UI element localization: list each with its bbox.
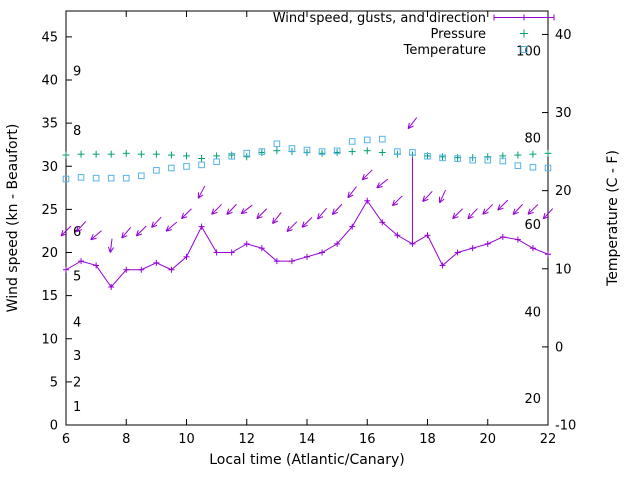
y-left-tick-label: 5	[50, 375, 58, 390]
x-tick-label: 18	[419, 432, 436, 447]
wind-arrow	[136, 225, 147, 237]
wind-arrow	[376, 178, 389, 189]
wind-arrow	[240, 204, 253, 215]
wind-arrow	[422, 190, 433, 202]
wind-arrow	[151, 216, 162, 228]
y-right-tick-label: 20	[555, 184, 572, 199]
y-axis-left-title: Wind speed (kn - Beaufort)	[5, 124, 21, 313]
beaufort-label: 1	[73, 400, 81, 415]
wind-arrow	[527, 204, 539, 215]
y-left-tick-label: 35	[41, 117, 58, 132]
y-axis-right: -10 0 10 20 30 40	[542, 28, 576, 434]
wind-series	[63, 157, 551, 290]
x-axis: 6 8 10 12 14 16 18 20 22	[62, 11, 556, 447]
beaufort-label: 8	[73, 124, 81, 139]
y-axis-right-title: Temperature (C - F)	[605, 150, 621, 287]
x-axis-title: Local time (Atlantic/Canary)	[209, 452, 405, 468]
wind-arrow	[542, 208, 554, 220]
wind-arrow	[331, 203, 343, 215]
wind-arrow	[512, 203, 524, 215]
y-right-tick-label: 10	[555, 262, 572, 277]
wind-arrow	[439, 189, 446, 203]
legend-label-temperature: Temperature	[403, 43, 486, 58]
beaufort-label: 5	[73, 270, 81, 285]
beaufort-label: 3	[73, 349, 81, 364]
wind-arrow	[226, 203, 237, 215]
legend-label-pressure: Pressure	[430, 27, 486, 42]
wind-arrow	[317, 208, 327, 220]
wind-arrow	[181, 208, 192, 219]
legend-label-wind: Wind speed, gusts, and direction	[273, 11, 486, 26]
fahrenheit-scale-labels: 20 40 60 80 100	[516, 45, 541, 408]
wind-arrow	[361, 169, 373, 181]
y-left-tick-label: 20	[41, 246, 58, 261]
wind-arrow	[497, 199, 509, 211]
fahrenheit-label: 100	[516, 45, 541, 60]
x-tick-label: 22	[540, 432, 557, 447]
y-right-tick-label: -10	[555, 419, 576, 434]
wind-arrow	[347, 186, 357, 198]
wind-line	[65, 199, 549, 288]
wind-arrow	[76, 221, 87, 233]
wind-arrow	[392, 195, 403, 207]
y-left-tick-label: 15	[41, 289, 58, 304]
wind-arrow	[467, 208, 478, 220]
wind-arrow	[286, 221, 298, 232]
wind-arrow	[60, 225, 72, 237]
y-left-tick-label: 0	[50, 419, 58, 434]
y-right-tick-label: 40	[555, 28, 572, 43]
wind-arrow	[407, 117, 418, 129]
x-tick-label: 20	[479, 432, 496, 447]
x-tick-label: 16	[359, 432, 376, 447]
y-left-tick-label: 45	[41, 30, 58, 45]
wind-arrow	[90, 230, 102, 241]
beaufort-label: 9	[73, 64, 81, 79]
legend-sample-temperature	[520, 46, 528, 53]
wind-arrow	[109, 238, 113, 253]
wind-arrow	[301, 217, 313, 228]
y-left-tick-label: 40	[41, 74, 58, 89]
y-right-tick-label: 0	[555, 340, 563, 355]
wind-arrow	[165, 221, 178, 232]
axes	[65, 10, 549, 426]
beaufort-label: 6	[73, 225, 81, 240]
wind-arrow	[452, 208, 463, 219]
y-axis-left: 0 5 10 15 20 25 30 35 40 45	[41, 30, 72, 434]
plot-border	[65, 10, 549, 426]
wind-arrow	[211, 204, 222, 215]
x-tick-label: 14	[299, 432, 316, 447]
beaufort-label: 4	[73, 315, 81, 330]
wind-arrow	[272, 212, 282, 224]
wind-arrow	[121, 226, 132, 239]
wind-arrow	[256, 208, 268, 219]
wind-direction-arrows	[60, 117, 554, 253]
wind-arrow	[482, 204, 494, 215]
pressure-series	[62, 147, 552, 162]
fahrenheit-label: 20	[524, 392, 541, 407]
y-left-tick-label: 30	[41, 160, 58, 175]
fahrenheit-label: 60	[524, 218, 541, 233]
x-tick-label: 6	[62, 432, 70, 447]
x-tick-label: 10	[178, 432, 195, 447]
wind-arrow	[197, 185, 206, 199]
x-tick-label: 8	[122, 432, 130, 447]
y-left-tick-label: 25	[41, 203, 58, 218]
legend: Wind speed, gusts, and directionPressure…	[273, 11, 555, 58]
temperature-series	[62, 135, 552, 183]
x-tick-label: 12	[238, 432, 255, 447]
beaufort-scale-labels: 1 2 3 4 5 6 8 9	[73, 64, 81, 415]
beaufort-label: 2	[73, 376, 81, 391]
y-right-tick-label: 30	[555, 106, 572, 121]
fahrenheit-label: 40	[524, 306, 541, 321]
y-left-tick-label: 10	[41, 332, 58, 347]
fahrenheit-label: 80	[524, 131, 541, 146]
